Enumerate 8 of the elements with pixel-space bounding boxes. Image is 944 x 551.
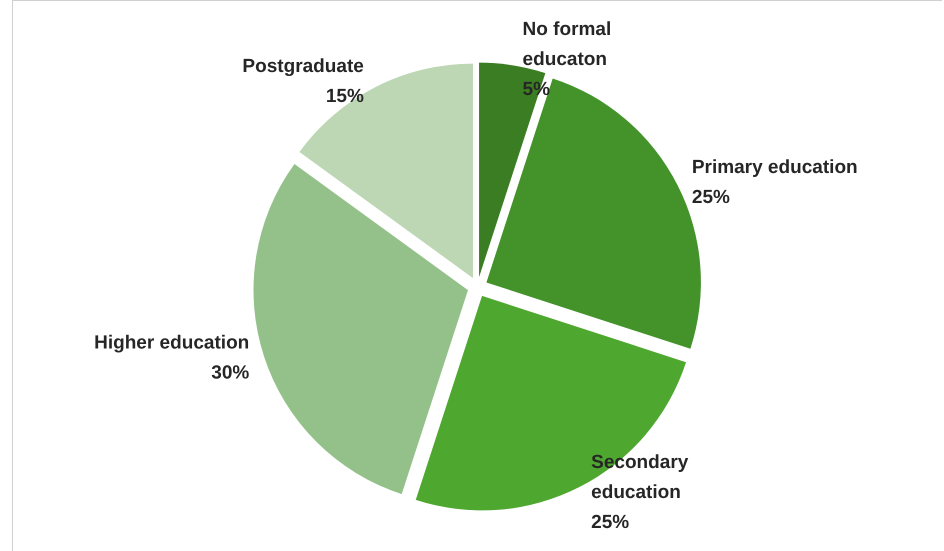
data-label: 25%	[591, 512, 630, 533]
data-label: 15%	[326, 86, 364, 108]
slice-label: Higher education	[94, 332, 250, 354]
data-label: 30%	[211, 362, 250, 384]
slice-label: Postgraduate	[242, 56, 364, 78]
slice-label: No formal educaton	[522, 18, 617, 70]
slice-label: Primary education	[692, 156, 858, 178]
data-label: 25%	[692, 186, 730, 208]
